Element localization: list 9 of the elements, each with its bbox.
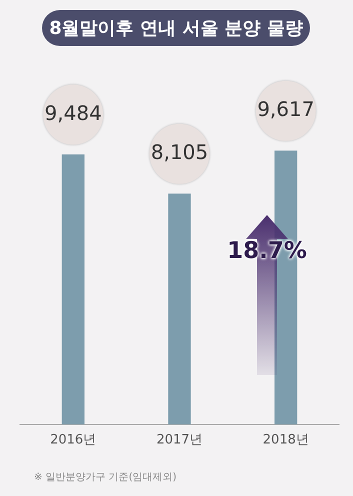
x-tick-label: 2017년	[156, 432, 203, 448]
x-tick-label: 2016년	[50, 432, 96, 448]
data-label: 9,484	[44, 100, 102, 125]
x-tick-label: 2018년	[262, 432, 309, 448]
chart-title: 8월말이후 연내 서울 분양 물량	[42, 10, 310, 46]
data-label: 9,617	[257, 97, 314, 122]
annotation: 18.7%	[226, 238, 308, 264]
data-label: 8,105	[150, 140, 208, 164]
text: ※ 일반분양가구 기준(임대제외)	[34, 471, 177, 484]
